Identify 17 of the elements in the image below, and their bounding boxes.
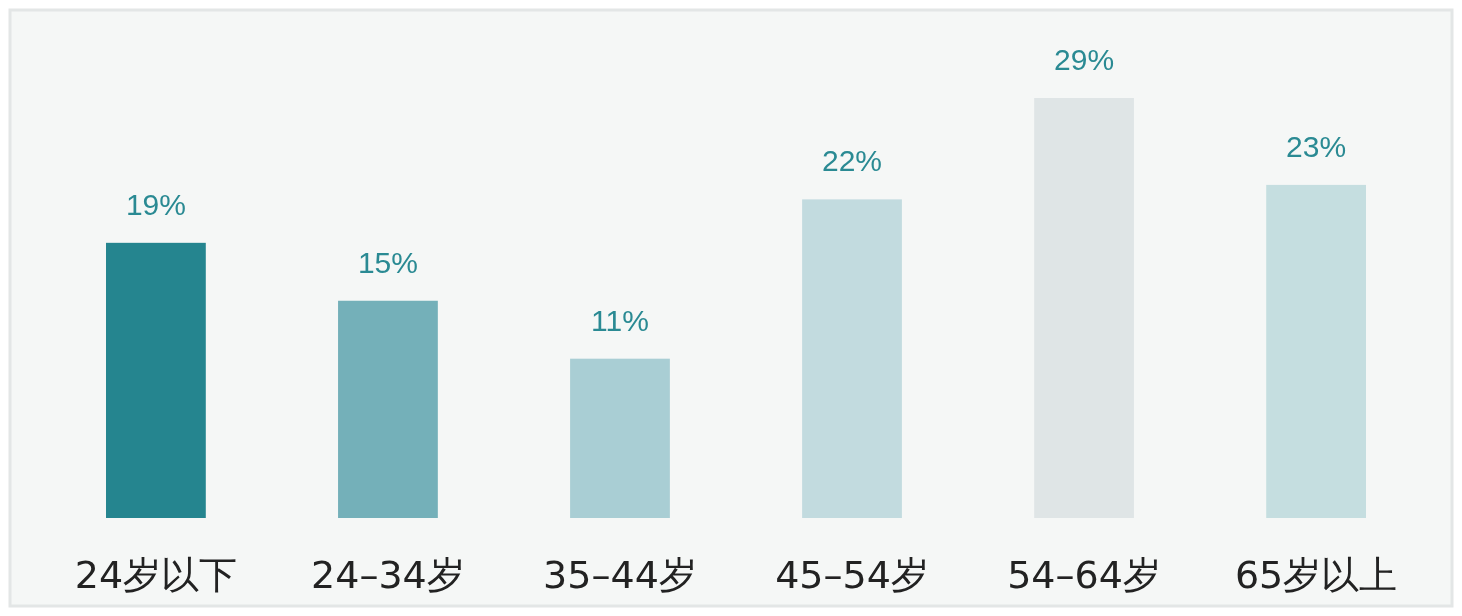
data-label: 29% <box>1054 43 1115 76</box>
data-label: 23% <box>1286 129 1347 163</box>
bar <box>106 242 206 518</box>
x-tick-label: 35–44岁 <box>543 553 697 597</box>
bar <box>570 358 670 518</box>
data-label: 19% <box>125 187 186 221</box>
x-tick-label: 54–64岁 <box>1007 553 1161 597</box>
data-label: 22% <box>822 144 883 178</box>
bar <box>802 199 902 518</box>
x-tick-label: 24–34岁 <box>311 553 465 597</box>
bar <box>1266 184 1366 518</box>
bar <box>338 300 438 518</box>
data-label: 11% <box>591 303 649 337</box>
x-tick-label: 45–54岁 <box>775 553 929 597</box>
x-tick-label: 65岁以上 <box>1234 553 1398 597</box>
data-label: 15% <box>357 245 418 279</box>
x-tick-label: 24岁以下 <box>74 553 238 597</box>
